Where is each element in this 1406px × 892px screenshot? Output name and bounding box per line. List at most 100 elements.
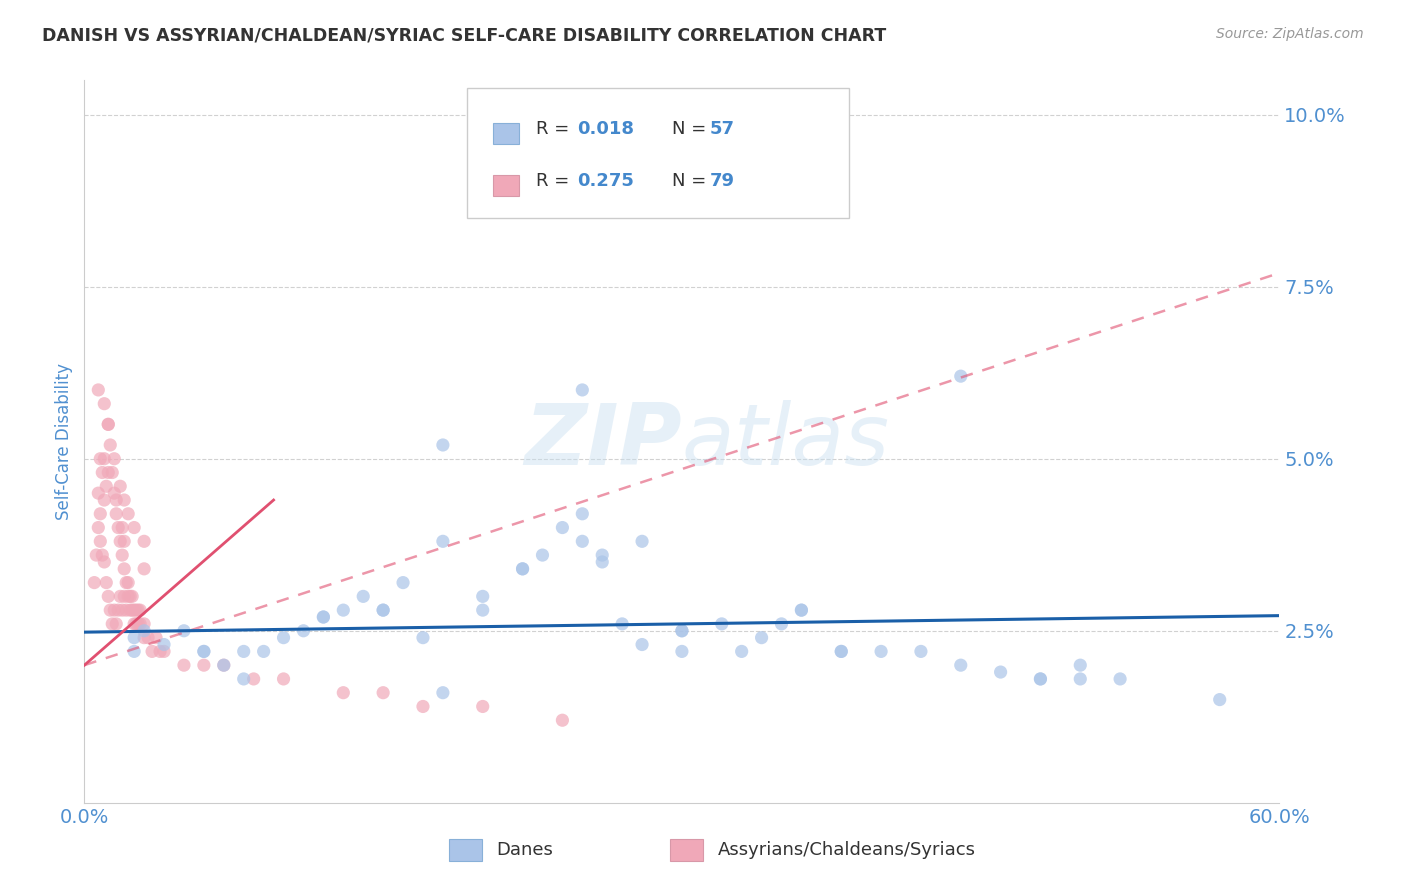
Point	[273, 631, 295, 645]
Point	[111, 603, 134, 617]
Text: N =: N =	[672, 172, 713, 190]
Point	[127, 603, 149, 617]
Point	[153, 638, 176, 652]
Text: atlas: atlas	[682, 400, 890, 483]
Point	[93, 493, 115, 508]
Text: 0.018: 0.018	[576, 120, 634, 138]
Point	[551, 520, 574, 534]
Text: 57: 57	[710, 120, 734, 138]
Point	[93, 397, 115, 411]
Point	[671, 644, 693, 658]
Point	[111, 520, 134, 534]
Point	[1209, 692, 1232, 706]
Point	[121, 590, 143, 604]
Point	[352, 590, 374, 604]
Point	[132, 562, 156, 576]
Point	[193, 644, 215, 658]
Point	[1069, 672, 1091, 686]
Point	[125, 603, 148, 617]
Point	[103, 603, 125, 617]
Point	[122, 631, 145, 645]
Point	[122, 603, 145, 617]
Text: Danes: Danes	[496, 841, 554, 859]
Text: N =: N =	[672, 120, 713, 138]
Text: 79: 79	[710, 172, 734, 190]
Point	[122, 644, 145, 658]
Y-axis label: Self-Care Disability: Self-Care Disability	[55, 363, 73, 520]
Point	[122, 616, 145, 631]
Point	[949, 658, 972, 673]
Point	[1029, 672, 1052, 686]
Point	[120, 590, 142, 604]
Point	[432, 438, 454, 452]
Point	[710, 616, 733, 631]
Point	[571, 383, 593, 397]
Text: Assyrians/Chaldeans/Syriacs: Assyrians/Chaldeans/Syriacs	[718, 841, 976, 859]
Point	[83, 575, 105, 590]
Point	[93, 451, 115, 466]
Point	[117, 590, 139, 604]
Point	[1109, 672, 1132, 686]
Point	[103, 451, 125, 466]
Point	[86, 548, 108, 562]
Point	[120, 603, 142, 617]
Point	[96, 479, 118, 493]
Point	[129, 616, 152, 631]
Point	[193, 658, 215, 673]
Point	[910, 644, 932, 658]
Point	[790, 603, 813, 617]
Point	[132, 616, 156, 631]
Point	[193, 644, 215, 658]
Point	[471, 603, 494, 617]
Point	[132, 631, 156, 645]
FancyBboxPatch shape	[449, 838, 482, 861]
Point	[115, 575, 138, 590]
Point	[392, 575, 415, 590]
Text: R =: R =	[536, 120, 575, 138]
Point	[153, 644, 176, 658]
Point	[571, 507, 593, 521]
Point	[751, 631, 773, 645]
Point	[98, 438, 121, 452]
Point	[97, 417, 120, 432]
Point	[117, 575, 139, 590]
Point	[671, 624, 693, 638]
Text: ZIP: ZIP	[524, 400, 682, 483]
Point	[125, 616, 148, 631]
Point	[253, 644, 276, 658]
Point	[129, 603, 152, 617]
Point	[117, 507, 139, 521]
Point	[91, 466, 114, 480]
Point	[101, 616, 124, 631]
Point	[312, 610, 335, 624]
Point	[830, 644, 852, 658]
Point	[87, 520, 110, 534]
Point	[551, 713, 574, 727]
Point	[531, 548, 554, 562]
Point	[671, 624, 693, 638]
Point	[132, 534, 156, 549]
Point	[471, 699, 494, 714]
Point	[112, 534, 135, 549]
Point	[173, 624, 195, 638]
Point	[591, 555, 613, 569]
Point	[949, 369, 972, 384]
Point	[149, 644, 172, 658]
Point	[242, 672, 264, 686]
Point	[612, 616, 634, 631]
Point	[432, 686, 454, 700]
Point	[97, 466, 120, 480]
Point	[136, 631, 159, 645]
Point	[121, 603, 143, 617]
FancyBboxPatch shape	[671, 838, 703, 861]
Point	[105, 616, 128, 631]
Point	[103, 486, 125, 500]
Text: Source: ZipAtlas.com: Source: ZipAtlas.com	[1216, 27, 1364, 41]
Point	[790, 603, 813, 617]
Point	[96, 575, 118, 590]
Point	[98, 603, 121, 617]
Point	[112, 562, 135, 576]
Point	[512, 562, 534, 576]
Point	[145, 631, 167, 645]
Point	[471, 590, 494, 604]
